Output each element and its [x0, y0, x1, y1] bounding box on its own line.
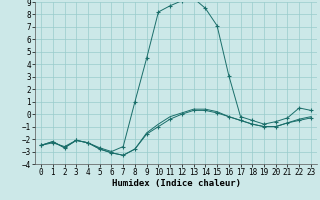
X-axis label: Humidex (Indice chaleur): Humidex (Indice chaleur): [111, 179, 241, 188]
